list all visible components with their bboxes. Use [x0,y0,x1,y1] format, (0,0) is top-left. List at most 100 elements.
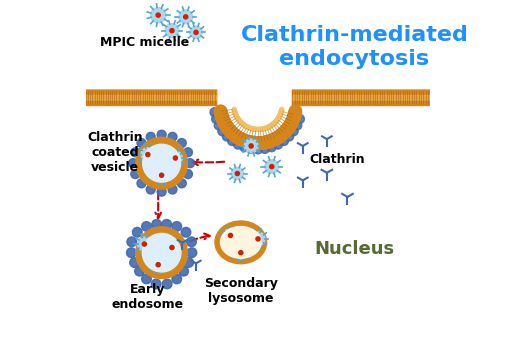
Circle shape [181,227,191,237]
Circle shape [151,8,166,23]
Circle shape [170,245,174,249]
Text: Clathrin
coated
vesicle: Clathrin coated vesicle [87,132,143,174]
Circle shape [240,143,249,152]
Circle shape [244,139,258,153]
FancyBboxPatch shape [86,90,217,105]
Circle shape [142,234,181,272]
Circle shape [152,220,162,229]
FancyBboxPatch shape [86,95,217,100]
Circle shape [218,127,227,136]
Circle shape [235,171,239,176]
Circle shape [142,274,151,284]
Circle shape [229,234,233,238]
Circle shape [136,137,187,189]
Circle shape [146,152,150,156]
Circle shape [151,279,161,289]
Circle shape [256,237,260,241]
Circle shape [214,121,223,130]
Circle shape [137,138,146,147]
Circle shape [131,148,140,157]
Circle shape [187,248,197,257]
FancyBboxPatch shape [293,90,430,105]
Circle shape [289,127,298,136]
Circle shape [296,115,304,124]
Ellipse shape [220,227,261,258]
Circle shape [130,258,139,267]
Circle shape [222,132,231,141]
Circle shape [170,28,174,33]
Circle shape [152,259,165,271]
Circle shape [159,173,164,177]
Circle shape [293,121,302,130]
Ellipse shape [215,221,267,264]
Circle shape [142,242,147,246]
Circle shape [249,144,253,148]
Circle shape [261,144,269,153]
Circle shape [156,13,160,17]
Circle shape [235,246,247,259]
Circle shape [178,179,186,188]
Circle shape [146,185,155,194]
Circle shape [184,170,192,179]
Circle shape [270,164,274,169]
Circle shape [172,222,182,231]
Circle shape [251,232,265,246]
Circle shape [184,148,192,157]
Circle shape [168,132,177,141]
Circle shape [131,170,140,179]
Circle shape [146,132,155,141]
Circle shape [210,108,219,117]
Circle shape [136,227,187,279]
Circle shape [128,159,138,168]
Circle shape [135,266,144,276]
Circle shape [165,24,179,37]
Circle shape [168,185,177,194]
Circle shape [179,10,192,24]
Circle shape [126,248,136,257]
Circle shape [138,237,151,251]
Circle shape [187,237,196,247]
Circle shape [234,140,243,149]
Circle shape [157,130,166,139]
Circle shape [179,266,188,276]
Text: Clathrin-mediated
endocytosis: Clathrin-mediated endocytosis [240,25,469,69]
Text: Early
endosome: Early endosome [112,283,184,311]
Circle shape [169,151,182,165]
Circle shape [173,156,178,160]
Text: Clathrin: Clathrin [310,153,365,166]
Circle shape [184,15,188,19]
Circle shape [253,145,263,154]
Circle shape [247,144,255,153]
Circle shape [156,263,160,267]
Text: MPIC micelle: MPIC micelle [100,36,189,49]
Circle shape [273,140,282,149]
Circle shape [162,220,171,229]
Circle shape [223,229,237,242]
Circle shape [184,258,194,267]
Circle shape [141,148,155,161]
Circle shape [212,115,220,124]
Circle shape [228,136,236,145]
Circle shape [267,143,276,152]
Circle shape [155,169,168,181]
Circle shape [190,26,202,39]
Text: Nucleus: Nucleus [314,240,394,258]
Circle shape [133,227,142,237]
Circle shape [165,240,179,254]
Circle shape [194,30,198,34]
Circle shape [163,279,172,289]
Circle shape [231,167,244,180]
Circle shape [143,144,181,182]
Circle shape [178,138,186,147]
Circle shape [142,222,151,231]
Circle shape [137,179,146,188]
Circle shape [285,132,294,141]
Circle shape [265,160,279,174]
Circle shape [127,237,137,247]
Circle shape [239,251,243,255]
FancyBboxPatch shape [293,95,430,100]
Circle shape [157,187,166,196]
Circle shape [280,136,288,145]
Circle shape [186,159,195,168]
Text: Secondary
lysosome: Secondary lysosome [204,277,278,305]
